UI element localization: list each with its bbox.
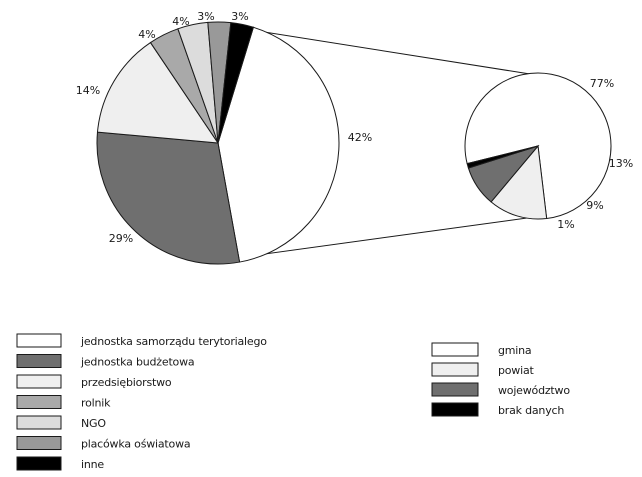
secondary-pie	[464, 72, 612, 220]
pie-slice-label-inne: 3%	[231, 10, 248, 23]
legend-item-placowka-oswiatowa: placówka oświatowa	[16, 436, 191, 451]
legend-swatch-powiat	[431, 362, 479, 377]
legend-swatch-jednostka-budzetowa	[16, 354, 62, 368]
pie-slice-label-rolnik: 4%	[138, 28, 155, 41]
legend-label-ngo: NGO	[81, 417, 106, 430]
legend-swatch-brak-danych	[431, 402, 479, 417]
legend-swatch-wojewodztwo	[431, 382, 479, 397]
pie-slice-label-jednostka-budzetowa: 29%	[109, 232, 133, 245]
legend-main: jednostka samorządu terytorialego jednost…	[16, 333, 267, 471]
pie-slice-jednostka-samorzadu-terytorialego	[217, 26, 340, 263]
legend-swatch-gmina	[431, 342, 479, 357]
legend-label-jednostka-samorzadu-terytorialego: jednostka samorządu terytorialego	[80, 335, 267, 348]
legend-item-jednostka-samorzadu-terytorialego: jednostka samorządu terytorialego	[16, 333, 267, 348]
connector-line-top	[244, 28, 531, 75]
legend-item-rolnik: rolnik	[16, 395, 111, 410]
pie-slice-label-gmina: 77%	[590, 77, 614, 90]
legend-swatch-placowka-oswiatowa	[16, 436, 62, 450]
legend-swatch-rolnik	[16, 395, 62, 409]
legend-item-wojewodztwo: województwo	[431, 382, 571, 397]
main-pie-labels: 42% 29% 14% 4% 4% 3% 3%	[76, 10, 372, 245]
pie-slice-label-jednostka-samorzadu-terytorialego: 42%	[348, 131, 372, 144]
legend-item-powiat: powiat	[431, 362, 535, 377]
legend-label-przedsiebiorstwo: przedsiębiorstwo	[81, 376, 172, 389]
pie-slice-label-powiat: 13%	[609, 157, 633, 170]
legend-label-inne: inne	[81, 458, 104, 471]
legend-label-brak-danych: brak danych	[498, 404, 564, 417]
pie-slice-label-wojewodztwo: 9%	[586, 199, 603, 212]
legend-secondary: gmina powiat województwo brak danych	[431, 342, 571, 417]
pie-slice-powiat	[490, 144, 548, 220]
legend-item-brak-danych: brak danych	[431, 402, 565, 417]
legend-item-jednostka-budzetowa: jednostka budżetowa	[16, 354, 195, 369]
pie-slice-label-placowka-oswiatowa: 3%	[197, 10, 214, 23]
legend-item-przedsiebiorstwo: przedsiębiorstwo	[16, 374, 172, 389]
legend-label-wojewodztwo: województwo	[498, 384, 570, 397]
pie-slice-label-przedsiebiorstwo: 14%	[76, 84, 100, 97]
legend-label-powiat: powiat	[498, 364, 535, 377]
pie-slice-jednostka-budzetowa	[96, 131, 241, 265]
secondary-pie-labels: 77% 13% 9% 1%	[557, 77, 633, 231]
legend-swatch-ngo	[16, 415, 62, 430]
legend-label-gmina: gmina	[498, 344, 531, 357]
main-pie	[96, 21, 340, 265]
legend-swatch-inne	[16, 456, 62, 471]
legend-item-ngo: NGO	[16, 415, 107, 430]
connector-line-bottom	[249, 213, 557, 257]
legend-item-gmina: gmina	[431, 342, 532, 357]
legend-label-jednostka-budzetowa: jednostka budżetowa	[80, 356, 194, 369]
pie-slice-inne	[217, 22, 255, 144]
pie-slice-przedsiebiorstwo	[96, 41, 220, 144]
legend-item-inne: inne	[16, 456, 105, 471]
connector-lines	[244, 28, 557, 257]
legend-swatch-przedsiebiorstwo	[16, 374, 62, 389]
legend-swatch-jednostka-samorzadu-terytorialego	[16, 333, 62, 348]
pie-slice-label-brak-danych: 1%	[557, 218, 574, 231]
legend-label-placowka-oswiatowa: placówka oświatowa	[81, 438, 190, 451]
pie-slice-label-ngo: 4%	[172, 15, 189, 28]
pie-slice-brak-danych	[466, 145, 539, 169]
legend-label-rolnik: rolnik	[81, 397, 111, 410]
